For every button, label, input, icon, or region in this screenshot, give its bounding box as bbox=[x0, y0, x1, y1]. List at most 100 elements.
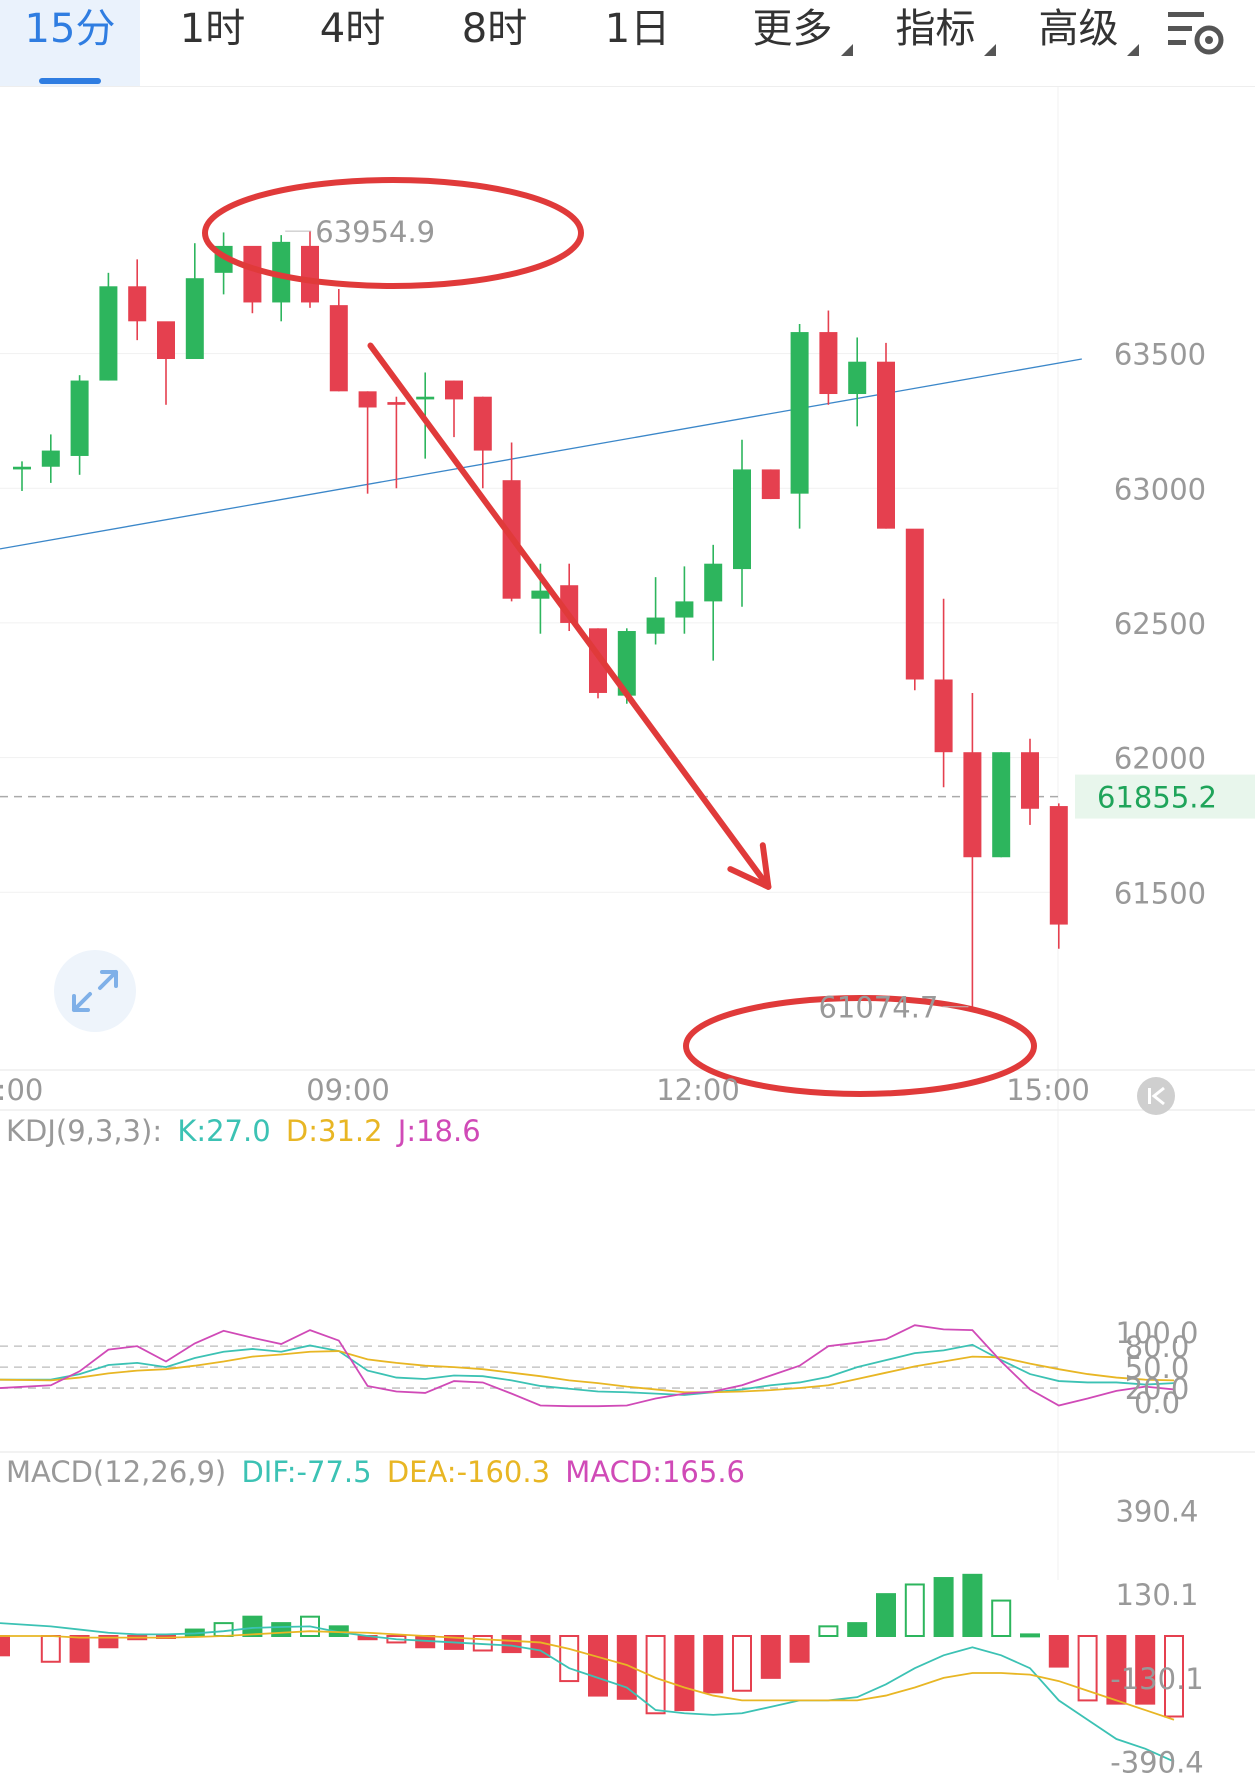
rewind-icon bbox=[1148, 1086, 1165, 1106]
candle-body bbox=[531, 590, 550, 599]
macd-axis-tick: 130.1 bbox=[1115, 1578, 1198, 1612]
macd-histogram-bar bbox=[271, 1622, 292, 1637]
candle-body bbox=[41, 450, 60, 467]
tab-more[interactable]: 更多 bbox=[730, 0, 855, 86]
macd-histogram-bar bbox=[789, 1635, 810, 1663]
price-axis-tick: 62000 bbox=[1114, 742, 1206, 776]
last-price-tag bbox=[1075, 774, 1255, 819]
candle-body bbox=[185, 278, 204, 360]
candle-body bbox=[13, 466, 31, 470]
kdj-panel bbox=[0, 1324, 1175, 1408]
macd-legend-dea: DEA:-160.3 bbox=[386, 1455, 551, 1489]
tab-advanced-label: 高级 bbox=[1038, 6, 1119, 52]
candle-body bbox=[99, 286, 118, 381]
kdj-legend-j: J:18.6 bbox=[397, 1114, 481, 1148]
time-axis-tick: 09:00 bbox=[306, 1073, 390, 1107]
chart-grid bbox=[0, 87, 1255, 1580]
candle-body bbox=[733, 469, 751, 570]
macd-line-dif bbox=[0, 1622, 1175, 1763]
macd-axis-tick: -390.4 bbox=[1110, 1746, 1204, 1780]
tab-1d[interactable]: 1日 bbox=[575, 0, 700, 86]
macd-histogram-bar bbox=[40, 1635, 61, 1663]
macd-histogram-bar bbox=[1106, 1635, 1127, 1705]
macd-histogram-bar bbox=[98, 1635, 119, 1649]
tab-8h-label: 8时 bbox=[461, 6, 528, 52]
macd-histogram-bar bbox=[1020, 1633, 1040, 1638]
caret-down-icon bbox=[984, 44, 996, 56]
macd-legend-macd: MACD:165.6 bbox=[565, 1455, 746, 1489]
tab-1h[interactable]: 1时 bbox=[150, 0, 275, 86]
price-panel bbox=[0, 231, 1082, 1007]
macd-histogram-bar bbox=[674, 1635, 695, 1712]
macd-histogram-bar bbox=[530, 1635, 551, 1658]
macd-legend: MACD(12,26,9) DIF:-77.5 DEA:-160.3 MACD:… bbox=[6, 1455, 751, 1489]
kdj-legend-d: D:31.2 bbox=[285, 1114, 383, 1148]
kdj-line-k bbox=[0, 1343, 1175, 1396]
candle-body bbox=[128, 286, 147, 322]
macd-histogram-bar bbox=[933, 1577, 954, 1638]
price-axis-tick: 63000 bbox=[1114, 472, 1206, 506]
candle-body bbox=[70, 380, 89, 456]
candle-body bbox=[329, 305, 348, 392]
tab-advanced[interactable]: 高级 bbox=[1016, 0, 1141, 86]
tab-8h[interactable]: 8时 bbox=[432, 0, 557, 86]
macd-histogram-bar bbox=[559, 1635, 580, 1683]
caret-down-icon bbox=[841, 44, 853, 56]
kdj-axis-tick: 100.0 bbox=[1115, 1316, 1198, 1350]
candle-body bbox=[358, 391, 377, 408]
candle-body bbox=[934, 679, 953, 753]
kdj-axis-tick: 50.0 bbox=[1125, 1351, 1190, 1385]
chart-labels: 63500 63000 62500 62000 61500:00 09:00 12:00 15… bbox=[0, 215, 1255, 1780]
macd-line-dea bbox=[0, 1630, 1175, 1721]
kdj-axis-tick: 80.0 bbox=[1125, 1330, 1190, 1364]
candle-body bbox=[992, 752, 1011, 858]
highlight-ellipse-high bbox=[202, 177, 584, 289]
macd-histogram-bar bbox=[732, 1635, 752, 1692]
candle-body bbox=[790, 332, 809, 494]
tab-indicators[interactable]: 指标 bbox=[873, 0, 998, 86]
tab-15min-label: 15分 bbox=[24, 6, 116, 52]
macd-legend-title: MACD(12,26,9) bbox=[6, 1455, 227, 1489]
candle-body bbox=[761, 469, 780, 500]
trendline bbox=[0, 358, 1082, 550]
highlight-ellipse-low bbox=[683, 995, 1037, 1097]
tab-1h-label: 1时 bbox=[179, 6, 246, 52]
trend-arrow-head bbox=[727, 842, 772, 890]
macd-axis-tick: -130.1 bbox=[1110, 1662, 1204, 1696]
kdj-legend: KDJ(9,3,3): K:27.0 D:31.2 J:18.6 bbox=[6, 1114, 487, 1148]
macd-histogram-bar bbox=[904, 1583, 925, 1637]
trend-arrow-shaft bbox=[367, 342, 772, 890]
candle-body bbox=[243, 245, 262, 303]
macd-histogram-bar bbox=[69, 1635, 90, 1663]
expand-chart-button[interactable] bbox=[54, 950, 136, 1032]
tab-4h[interactable]: 4时 bbox=[290, 0, 415, 86]
chart-settings-button[interactable] bbox=[1160, 4, 1230, 64]
candle-body bbox=[157, 321, 175, 360]
last-price-label: 61855.2 bbox=[1097, 781, 1217, 815]
candle-body bbox=[646, 617, 665, 634]
candle-body bbox=[387, 402, 406, 405]
candle-body bbox=[1049, 806, 1068, 925]
candle-body bbox=[617, 631, 636, 696]
macd-panel bbox=[0, 1573, 1184, 1763]
macd-legend-dif: DIF:-77.5 bbox=[241, 1455, 372, 1489]
scroll-to-start-button[interactable] bbox=[1137, 1077, 1175, 1115]
macd-histogram-bar bbox=[501, 1635, 522, 1654]
tab-more-label: 更多 bbox=[752, 6, 833, 52]
macd-histogram-bar bbox=[616, 1635, 637, 1700]
active-tab-indicator bbox=[39, 78, 101, 84]
tab-15min[interactable]: 15分 bbox=[0, 0, 140, 86]
kdj-line-d bbox=[0, 1350, 1175, 1394]
tab-1d-label: 1日 bbox=[604, 6, 671, 52]
high-price-label: 63954.9 bbox=[315, 215, 435, 249]
macd-histogram-bar bbox=[760, 1635, 781, 1679]
macd-histogram-bar bbox=[1048, 1635, 1069, 1668]
kdj-legend-k: K:27.0 bbox=[177, 1114, 271, 1148]
tab-4h-label: 4时 bbox=[319, 6, 386, 52]
candle-body bbox=[272, 241, 291, 303]
time-axis-tick: 12:00 bbox=[656, 1073, 740, 1107]
caret-down-icon bbox=[1127, 44, 1139, 56]
chart-canvas[interactable]: 63500 63000 62500 62000 61500:00 09:00 12:00 15… bbox=[0, 87, 1255, 1785]
drawn-annotations bbox=[202, 177, 1037, 1097]
macd-histogram-bar bbox=[991, 1599, 1012, 1637]
